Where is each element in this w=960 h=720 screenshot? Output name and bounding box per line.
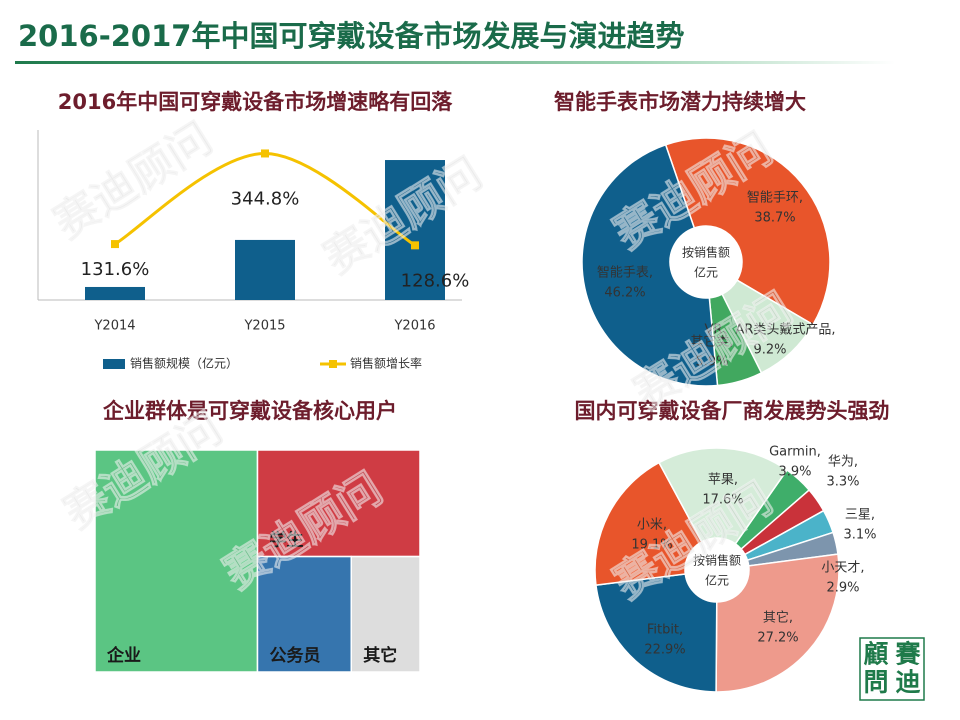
bar bbox=[85, 286, 145, 300]
block-shade bbox=[257, 556, 352, 672]
segment-name: Fitbit, bbox=[647, 623, 683, 638]
segment-value: 19.1% bbox=[631, 538, 672, 553]
title-rule bbox=[15, 61, 895, 64]
donut-segment bbox=[581, 143, 719, 387]
data-label: 344.8% bbox=[231, 188, 300, 209]
logo-char: 顧 bbox=[863, 640, 888, 669]
line-marker bbox=[111, 240, 119, 249]
chart-title: 企业群体是可穿戴设备核心用户 bbox=[102, 399, 397, 423]
chart-title: 2016年中国可穿戴设备市场增速略有回落 bbox=[58, 90, 453, 114]
block-label: 学生 bbox=[270, 530, 304, 551]
legend-label: 销售额规模（亿元） bbox=[130, 356, 238, 371]
donut-segment bbox=[658, 447, 789, 545]
logo-box bbox=[859, 637, 925, 701]
segment-value: 9.2% bbox=[753, 343, 786, 358]
treemap-block bbox=[94, 449, 259, 673]
segment-name: 小天才, bbox=[821, 561, 864, 576]
segment-name: 华为, bbox=[828, 455, 858, 470]
block-shade bbox=[351, 556, 420, 672]
line-marker bbox=[261, 149, 269, 158]
logo-char: 迪 bbox=[895, 668, 920, 697]
logo-char: 賽 bbox=[894, 640, 921, 669]
chart-title: 国内可穿戴设备厂商发展势头强劲 bbox=[575, 399, 890, 423]
segment-value: 5.9% bbox=[695, 355, 728, 370]
segment-name: 智能手表, bbox=[597, 266, 653, 281]
segment-name: 小米, bbox=[637, 518, 667, 533]
treemap-block bbox=[350, 555, 421, 673]
legend-swatch bbox=[329, 360, 337, 368]
segment-name: 其它类, bbox=[690, 334, 733, 350]
block-shade bbox=[257, 450, 420, 557]
segment-name: 其它, bbox=[763, 610, 793, 626]
segment-value: 46.2% bbox=[604, 286, 645, 301]
logo-char: 問 bbox=[863, 668, 888, 697]
segment-value: 3.1% bbox=[843, 528, 876, 543]
chart-title: 智能手表市场潜力持续增大 bbox=[554, 90, 806, 114]
line-marker bbox=[411, 241, 419, 250]
bar bbox=[235, 239, 295, 300]
donut-segment bbox=[715, 553, 840, 693]
center-label: 按销售额 bbox=[682, 245, 730, 260]
segment-value: 22.9% bbox=[644, 643, 685, 658]
segment-value: 27.2% bbox=[757, 631, 798, 646]
legend-label: 销售额增长率 bbox=[350, 356, 422, 371]
block-label: 企业 bbox=[106, 645, 141, 666]
segment-name: Garmin, bbox=[769, 445, 821, 460]
center-label: 亿元 bbox=[694, 265, 718, 280]
treemap-block bbox=[256, 449, 421, 558]
data-label: 128.6% bbox=[401, 270, 470, 291]
treemap-block bbox=[256, 555, 352, 673]
segment-name: 智能手环, bbox=[747, 191, 803, 206]
donut-segment bbox=[595, 573, 718, 693]
data-label: 131.6% bbox=[81, 259, 150, 280]
donut-segment bbox=[664, 137, 831, 326]
segment-value: 3.3% bbox=[826, 475, 859, 490]
center-label: 亿元 bbox=[705, 573, 729, 588]
slide-title: 2016-2017年中国可穿戴设备市场发展与演进趋势 bbox=[18, 19, 684, 53]
segment-name: VR、AR类头戴式产品, bbox=[705, 323, 836, 338]
block-label: 公务员 bbox=[270, 645, 321, 666]
block-label: 其它 bbox=[363, 645, 397, 666]
segment-value: 17.6% bbox=[702, 493, 743, 508]
x-tick-label: Y2015 bbox=[243, 319, 285, 334]
block-shade bbox=[95, 450, 258, 672]
x-tick-label: Y2014 bbox=[93, 319, 135, 334]
segment-name: 苹果, bbox=[708, 473, 738, 488]
segment-name: 三星, bbox=[845, 508, 875, 523]
legend-swatch bbox=[103, 359, 125, 369]
segment-value: 3.9% bbox=[778, 465, 811, 480]
x-tick-label: Y2016 bbox=[393, 319, 435, 334]
segment-value: 2.9% bbox=[826, 581, 859, 596]
segment-value: 38.7% bbox=[754, 211, 795, 226]
center-label: 按销售额 bbox=[693, 553, 741, 568]
